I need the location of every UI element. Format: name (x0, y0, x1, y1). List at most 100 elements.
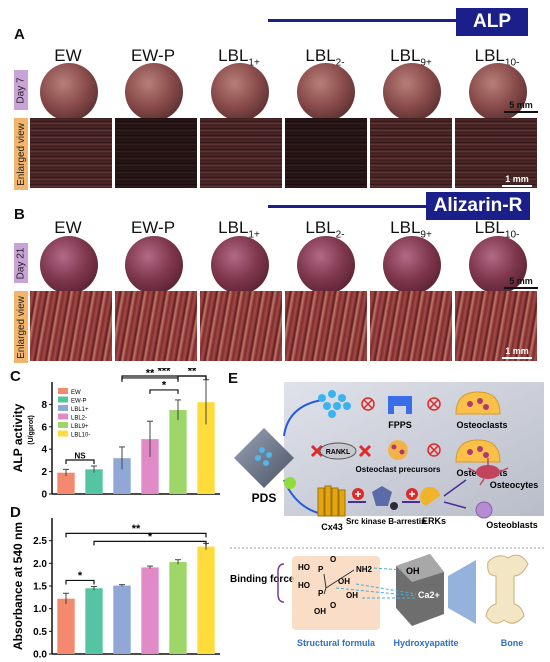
panel-label-a: A (14, 26, 25, 43)
precursor-icon (388, 440, 408, 460)
significance-label: * (78, 570, 83, 582)
tile-a-5 (370, 118, 452, 188)
panel-label-b: B (14, 206, 25, 223)
tile-a-3 (200, 118, 282, 188)
col-label-a-3: LBL1+ (218, 46, 260, 69)
osteoclasts-label-1: Osteoclasts (456, 420, 507, 430)
dish-b-2 (125, 236, 183, 294)
col-label-a-2: EW-P (130, 46, 176, 65)
rankl-icon (319, 442, 357, 460)
y-axis-label: Absorbance at 540 nm (11, 522, 25, 650)
y-tick-label: 0 (41, 490, 47, 501)
bar (141, 567, 159, 654)
smile-icon (284, 477, 296, 489)
y-tick-label: 2 (41, 467, 47, 478)
bar (113, 458, 131, 494)
legend-swatch (58, 413, 68, 420)
structural-formula-box (292, 556, 380, 630)
bar (169, 410, 187, 494)
molecule-cluster-icon (318, 390, 351, 418)
hydroxyapatite-label: Hydroxyapatite (393, 638, 458, 648)
bar (57, 472, 75, 494)
pds-diamond (234, 428, 294, 488)
significance-bracket (177, 375, 207, 380)
osteoblasts-label: Osteoblasts (486, 520, 538, 530)
alizarin-header-line (268, 205, 438, 208)
legend-entry: LBL1+ (71, 407, 89, 413)
dish-a-1 (40, 63, 98, 121)
tile-b-3 (200, 291, 282, 361)
y-tick-label: 0.5 (33, 627, 47, 638)
significance-label: ** (146, 368, 155, 379)
legend-swatch (58, 430, 68, 437)
legend-swatch (58, 405, 68, 411)
bar (113, 585, 131, 654)
svg-text:NH2: NH2 (356, 565, 373, 574)
src-label: Src kinase B-arrestin (346, 517, 426, 526)
row-label-enlarged-b: Enlarged view (14, 291, 28, 363)
svg-text:OH: OH (338, 577, 350, 586)
y-tick-label: 8 (41, 400, 47, 411)
tile-b-6 (455, 291, 537, 361)
alp-header-line (268, 19, 468, 22)
legend-swatch (58, 396, 68, 403)
y-tick-label: 2.0 (33, 559, 47, 570)
structural-formula: HO P O HO P O OH OH OH NH2 (298, 555, 373, 616)
col-label-b-3: LBL1+ (218, 218, 260, 241)
dish-a-4 (297, 63, 355, 121)
col-label-b-4: LBL2- (305, 218, 345, 241)
pds-label: PDS (252, 491, 277, 505)
y-axis-label: ALP activity (11, 403, 25, 472)
col-label-b-6: LBL10- (474, 218, 520, 241)
inhibit-icon-3 (427, 443, 441, 457)
bar (57, 598, 75, 654)
col-label-b-1: EW (54, 218, 82, 237)
svg-text:P: P (318, 589, 324, 598)
alp-header: ALP (456, 8, 528, 36)
fpps-icon (388, 396, 412, 414)
svg-text:O: O (330, 601, 336, 610)
dish-b-6 (469, 236, 527, 294)
row-label-day7: Day 7 (14, 70, 28, 110)
legend-swatch (58, 388, 68, 394)
tile-b-1 (30, 291, 112, 361)
significance-label: ** (188, 368, 197, 378)
col-label-a-6: LBL10- (474, 46, 520, 69)
src-kinase-icon (372, 486, 392, 506)
tile-b-5 (370, 291, 452, 361)
significance-bracket (93, 540, 207, 546)
inhibit-icon-1 (361, 397, 375, 411)
cx43-icon (317, 485, 346, 517)
bone-icon (485, 554, 529, 624)
ca-label: Ca2+ (418, 590, 440, 600)
significance-bracket (149, 389, 179, 394)
erks-icon (420, 486, 440, 506)
significance-bracket (65, 532, 207, 538)
significance-label: * (162, 379, 167, 391)
legend-entry: LBL10- (71, 433, 90, 439)
y-tick-label: 1.0 (33, 604, 47, 615)
col-label-a-1: EW (54, 46, 82, 65)
oh-label: OH (406, 566, 420, 576)
bar (141, 439, 159, 494)
bar (197, 546, 215, 654)
scalebar-tile-b: 1 mm (502, 346, 532, 359)
y-tick-label: 4 (41, 445, 47, 456)
legend-entry: LBL9+ (71, 424, 89, 430)
dish-a-2 (125, 63, 183, 121)
tile-a-6 (455, 118, 537, 188)
panel-label-e: E (228, 370, 239, 387)
mechanism-diagram: PDS FPPS Osteoclasts RANKL Osteoclast pr… (230, 382, 544, 648)
col-label-b-5: LBL9+ (390, 218, 432, 241)
panel-label-d: D (10, 504, 21, 521)
structural-formula-label: Structural formula (297, 638, 376, 648)
y-tick-label: 1.5 (33, 582, 47, 593)
significance-label: ** (132, 523, 141, 535)
legend-entry: LBL2- (71, 416, 87, 422)
cx43-label: Cx43 (321, 522, 343, 532)
dish-b-1 (40, 236, 98, 294)
erks-label: ERKs (422, 516, 446, 526)
significance-bracket (65, 579, 95, 585)
